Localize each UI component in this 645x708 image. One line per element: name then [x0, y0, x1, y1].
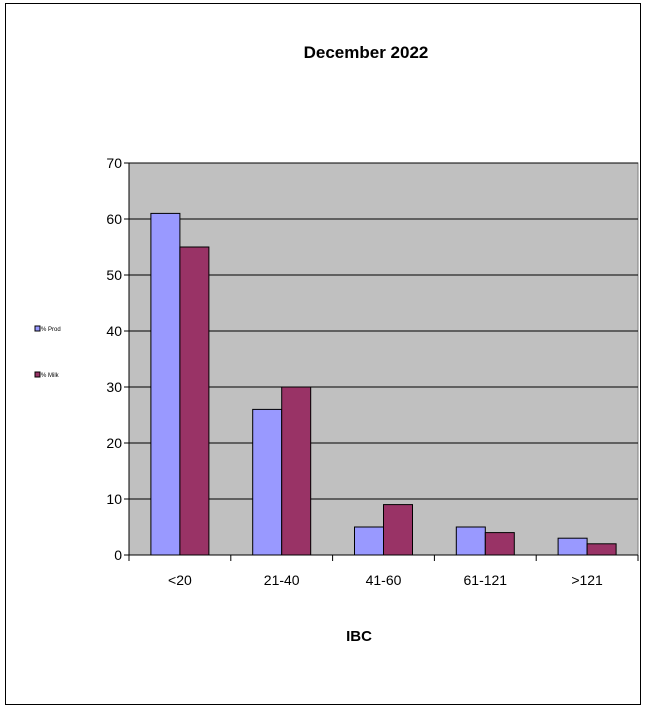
y-tick-label: 60	[106, 211, 122, 227]
y-tick-label: 40	[106, 323, 122, 339]
bar-milk	[281, 386, 312, 556]
x-tick-labels: <20 21-40 41-60 61-121 >121	[168, 572, 603, 588]
x-tick-label: 21-40	[264, 572, 300, 588]
bar-milk	[586, 543, 617, 556]
y-tick-label: 20	[106, 435, 122, 451]
legend-label: % Milk	[41, 373, 60, 379]
legend: % Prod % Milk	[34, 325, 61, 379]
bar-milk	[383, 504, 413, 556]
y-tick-labels: 0 10 20 30 40 50 60 70	[106, 155, 122, 563]
y-tick-label: 70	[106, 155, 122, 171]
bar-prod	[150, 212, 181, 556]
x-axis-label: IBC	[346, 628, 372, 645]
chart-title: December 2022	[304, 43, 429, 62]
legend-label: % Prod	[41, 327, 61, 333]
legend-swatch	[34, 325, 41, 332]
legend-swatch	[34, 371, 41, 378]
bar-milk	[484, 532, 515, 556]
x-tick-label: 41-60	[366, 572, 402, 588]
axes	[124, 162, 639, 561]
bars	[150, 212, 617, 556]
y-tick-label: 50	[106, 267, 122, 283]
plot-area	[128, 162, 639, 556]
bar-prod	[252, 408, 283, 556]
bar-prod	[354, 526, 384, 556]
y-tick-label: 10	[106, 491, 122, 507]
y-tick-label: 0	[114, 547, 122, 563]
x-tick-label: <20	[168, 572, 192, 588]
y-tick-label: 30	[106, 379, 122, 395]
x-tick-label: 61-121	[464, 572, 508, 588]
grid-lines	[129, 162, 638, 500]
x-tick-label: >121	[571, 572, 603, 588]
bar-prod	[455, 526, 486, 556]
bar-prod	[557, 537, 588, 556]
bar-milk	[179, 246, 210, 556]
